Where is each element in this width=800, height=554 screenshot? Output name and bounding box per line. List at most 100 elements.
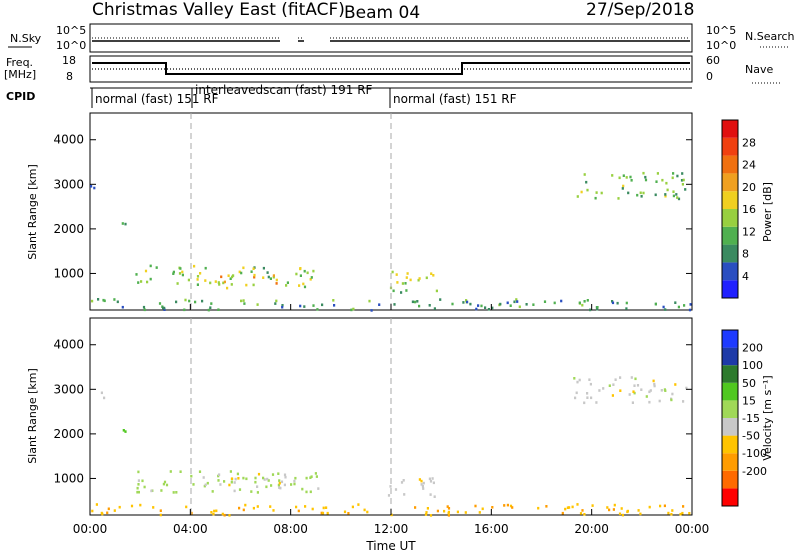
vel-echo-cell xyxy=(277,483,280,487)
cpid-segment-3: normal (fast) 151 RF xyxy=(393,92,517,106)
power-echo-cell xyxy=(661,178,664,182)
power-echo-cell xyxy=(625,176,628,179)
vel-echo-cell xyxy=(210,511,213,514)
nsky-label: N.Sky xyxy=(10,32,42,45)
power-y-tick-label: 3000 xyxy=(53,177,84,191)
vel-echo-cell xyxy=(223,513,226,517)
nave-axis-bottom: 0 xyxy=(706,70,713,83)
vel-echo-cell xyxy=(107,507,110,511)
power-echo-cell xyxy=(642,171,645,175)
vel-echo-cell xyxy=(659,504,662,508)
vel-echo-cell xyxy=(309,490,312,494)
vel-echo-cell xyxy=(215,509,218,513)
power-echo-cell xyxy=(253,273,256,277)
vel-echo-cell xyxy=(679,512,682,516)
vel-echo-cell xyxy=(347,512,350,515)
vel-echo-cell xyxy=(137,470,140,474)
power-echo-cell xyxy=(229,277,232,280)
vel-echo-cell xyxy=(309,476,312,479)
power-echo-cell xyxy=(543,300,547,303)
vel-echo-cell xyxy=(141,479,144,483)
power-echo-cell xyxy=(662,305,665,309)
vel-echo-cell xyxy=(237,477,240,480)
power-echo-cell xyxy=(214,280,217,283)
vel-echo-cell xyxy=(418,478,421,481)
cpid-label: CPID xyxy=(6,90,35,103)
power-echo-cell xyxy=(477,304,480,307)
vel-echo-cell xyxy=(626,510,629,514)
vel-echo-cell xyxy=(139,503,142,507)
power-echo-cell xyxy=(391,270,394,274)
vel-echo-cell xyxy=(576,380,579,384)
power-echo-cell xyxy=(418,277,421,280)
velocity-colorbar-tick: -200 xyxy=(742,465,767,478)
vel-echo-cell xyxy=(425,511,428,514)
power-colorbar-swatch xyxy=(722,120,738,138)
power-echo-cell xyxy=(480,304,483,308)
power-echo-cell xyxy=(309,278,312,281)
vel-echo-cell xyxy=(568,506,571,509)
vel-echo-cell xyxy=(583,401,586,405)
vel-echo-cell xyxy=(305,490,308,494)
vel-echo-cell xyxy=(639,512,642,516)
power-echo-cell xyxy=(627,191,630,195)
vel-echo-cell xyxy=(578,378,581,382)
noise-axis-top-right: 10^5 xyxy=(706,24,736,37)
cpid-segment-2: interleavedscan (fast) 191 RF xyxy=(195,83,373,97)
velocity-colorbar-swatch xyxy=(722,365,738,383)
vel-echo-cell xyxy=(233,481,236,484)
power-echo-cell xyxy=(484,306,487,309)
power-echo-cell xyxy=(303,269,306,273)
vel-echo-cell xyxy=(619,389,622,392)
vel-echo-cell xyxy=(366,510,369,514)
vel-echo-cell xyxy=(277,472,280,475)
power-echo-cell xyxy=(187,278,190,282)
power-echo-cell xyxy=(583,173,586,176)
vel-echo-cell xyxy=(100,511,103,515)
power-echo-cell xyxy=(671,176,674,180)
power-echo-cell xyxy=(135,273,138,276)
x-tick-label: 12:00 xyxy=(374,522,409,536)
power-echo-cell xyxy=(217,281,220,284)
vel-echo-cell xyxy=(175,491,178,494)
power-echo-cell xyxy=(636,193,639,197)
power-echo-cell xyxy=(142,305,146,309)
power-echo-cell xyxy=(103,299,106,303)
vel-echo-cell xyxy=(403,493,406,496)
power-echo-cell xyxy=(589,308,592,312)
power-echo-cell xyxy=(116,300,119,304)
vel-echo-cell xyxy=(122,429,125,432)
power-echo-cell xyxy=(176,282,179,285)
power-echo-cell xyxy=(370,309,373,312)
velocity-colorbar-tick: 100 xyxy=(742,359,763,372)
power-echo-cell xyxy=(266,271,269,274)
power-echo-cell xyxy=(674,301,677,304)
vel-echo-cell xyxy=(682,505,685,508)
power-echo-cell xyxy=(677,197,681,201)
power-echo-cell xyxy=(140,280,143,283)
vel-echo-cell xyxy=(447,507,451,510)
noise-axis-bottom-left: 10^0 xyxy=(56,39,86,52)
power-echo-cell xyxy=(630,179,633,182)
vel-echo-cell xyxy=(233,489,236,493)
power-echo-cell xyxy=(252,267,255,270)
velocity-colorbar-tick: -15 xyxy=(742,412,760,425)
power-echo-cell xyxy=(618,176,621,180)
power-echo-cell xyxy=(242,299,245,302)
vel-echo-cell xyxy=(284,475,287,479)
vel-echo-cell xyxy=(152,506,155,509)
power-echo-cell xyxy=(310,276,313,279)
vel-echo-cell xyxy=(636,384,640,387)
power-echo-cell xyxy=(676,174,679,178)
power-echo-cell xyxy=(469,302,472,306)
power-echo-cell xyxy=(586,188,589,192)
vel-echo-cell xyxy=(230,480,233,484)
power-echo-cell xyxy=(232,274,235,277)
power-echo-cell xyxy=(207,308,210,312)
power-echo-cell xyxy=(676,196,679,199)
vel-echo-cell xyxy=(618,512,622,516)
vel-echo-cell xyxy=(614,378,617,381)
vel-echo-cell xyxy=(242,476,245,480)
freq-unit-label: [MHz] xyxy=(4,68,36,81)
power-colorbar-swatch xyxy=(722,226,738,245)
